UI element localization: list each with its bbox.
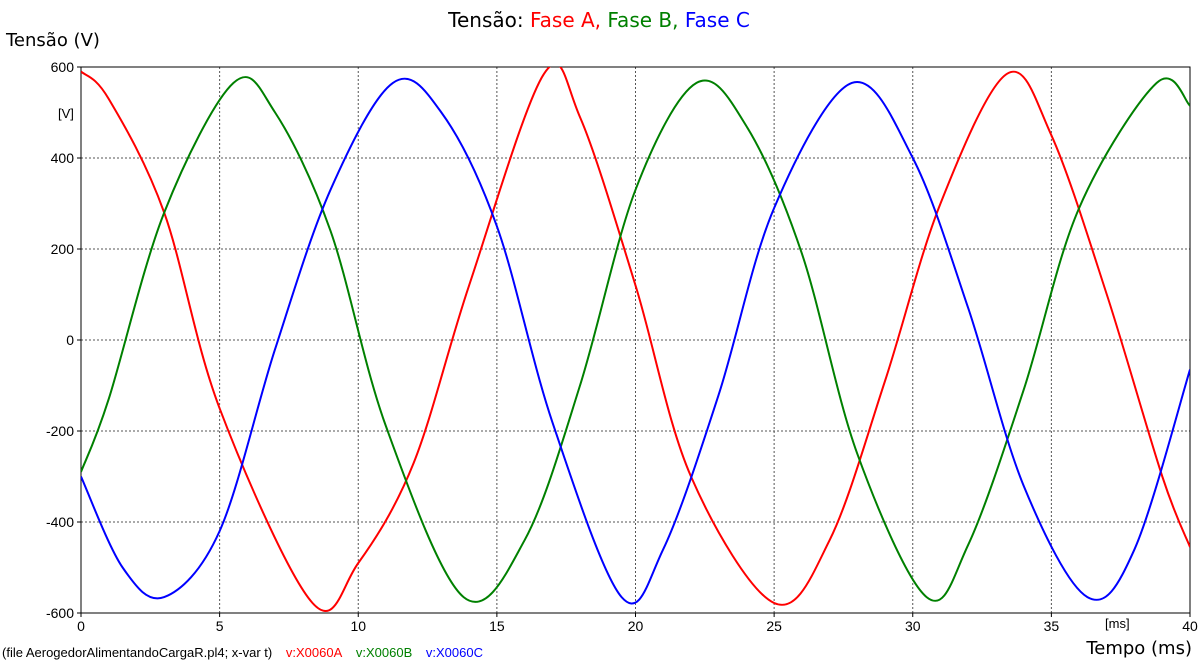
x-tick-label-5: 5 <box>216 618 224 634</box>
x-unit-label: [ms] <box>1105 616 1130 631</box>
x-tick-label-10: 10 <box>350 618 366 634</box>
x-tick-label-35: 35 <box>1044 618 1060 634</box>
title-prefix: Tensão: <box>448 8 530 32</box>
y-tick-label-0: 0 <box>66 332 74 348</box>
x-tick-label-30: 30 <box>905 618 921 634</box>
x-tick-label-25: 25 <box>766 618 782 634</box>
footer-file-info: (file AerogedorAlimentandoCargaR.pl4; x-… <box>2 645 273 660</box>
y-tick-label--400: -400 <box>46 514 74 530</box>
y-tick-label-400: 400 <box>51 150 75 166</box>
y-tick-label--200: -200 <box>46 423 74 439</box>
x-tick-label-20: 20 <box>628 618 644 634</box>
x-tick-label-15: 15 <box>489 618 505 634</box>
y-tick-label--600: -600 <box>46 605 74 621</box>
title-phase-c: Fase C <box>684 8 750 32</box>
legend-entry-phase-b: v:X0060B <box>355 645 413 660</box>
y-axis-label: Tensão (V) <box>6 30 100 51</box>
legend-entry-phase-a: v:X0060A <box>285 645 343 660</box>
footer-legend: (file AerogedorAlimentandoCargaR.pl4; x-… <box>2 645 493 660</box>
series-line-phase-c <box>81 77 1190 605</box>
y-unit-label: [V] <box>58 106 74 121</box>
chart-title: Tensão: Fase A, Fase B, Fase C <box>0 8 1198 32</box>
series-line-phase-a <box>81 67 1190 612</box>
title-phase-a: Fase A, <box>529 8 608 32</box>
series-line-phase-b <box>81 76 1190 603</box>
y-tick-label-600: 600 <box>51 59 75 75</box>
title-phase-b: Fase B, <box>607 8 685 32</box>
y-tick-label-200: 200 <box>51 241 75 257</box>
x-tick-label-40: 40 <box>1182 618 1198 634</box>
x-axis-label: Tempo (ms) <box>1086 638 1192 659</box>
legend-entry-phase-c: v:X0060C <box>425 645 483 660</box>
x-tick-label-0: 0 <box>77 618 85 634</box>
